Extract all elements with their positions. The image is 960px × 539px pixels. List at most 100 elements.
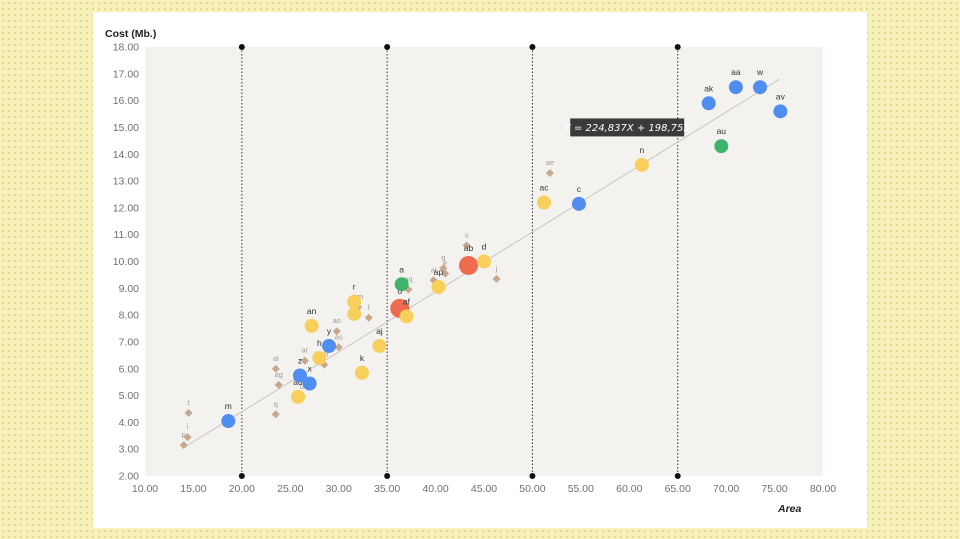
data-point-label: af (403, 296, 411, 306)
data-point-label: c (577, 184, 582, 194)
x-tick-label: 40.00 (422, 483, 448, 495)
data-point-label: y (327, 326, 332, 336)
minor-point-label: g (441, 253, 445, 262)
minor-data-point (300, 356, 309, 365)
minor-point-label: j (495, 264, 498, 273)
minor-point-label: e (443, 259, 447, 268)
minor-data-point (271, 364, 280, 373)
minor-data-point (271, 410, 280, 419)
minor-data-point (184, 408, 193, 417)
minor-point-label: t (188, 398, 191, 407)
x-tick-label: 10.00 (132, 483, 158, 495)
y-tick-label: 17.00 (113, 68, 139, 80)
minor-point-label: l (368, 303, 370, 312)
x-tick-label: 45.00 (471, 483, 497, 495)
data-point (714, 139, 729, 154)
y-axis-title: Cost (Mb.) (105, 28, 156, 40)
minor-point-label: al (273, 354, 279, 363)
reference-line-top-dot (529, 44, 536, 50)
minor-point-label: u (300, 382, 304, 391)
data-point-label: au (717, 126, 727, 136)
data-point-label: ac (540, 183, 550, 193)
minor-point-label: as (335, 332, 343, 341)
x-tick-label: 55.00 (568, 483, 594, 495)
data-point (773, 104, 788, 119)
data-point-label: aa (731, 67, 741, 77)
data-point (728, 80, 743, 95)
data-point (292, 368, 307, 383)
minor-data-point (492, 274, 501, 283)
data-point (291, 389, 306, 404)
data-point (302, 376, 317, 391)
reference-lines (238, 44, 681, 479)
x-tick-label: 50.00 (519, 483, 545, 495)
data-point (372, 338, 387, 353)
data-point-label: h (317, 338, 322, 348)
minor-point-label: q (274, 399, 278, 408)
minor-data-point (364, 313, 373, 322)
y-tick-label: 4.00 (119, 417, 140, 429)
data-point-label: x (308, 363, 313, 373)
data-point (322, 338, 337, 353)
minor-point-label: aq (404, 275, 412, 284)
data-point-label: aj (376, 326, 383, 336)
data-point (537, 195, 552, 210)
axis-ticks: 2.00 3.00 4.00 5.00 6.00 7.00 8.00 9.00 10.00 11.… (113, 42, 837, 496)
data-point (753, 80, 768, 95)
x-tick-label: 35.00 (374, 483, 400, 495)
y-tick-label: 10.00 (113, 256, 139, 268)
minor-point-label: i (187, 422, 189, 431)
y-tick-label: 11.00 (114, 229, 140, 241)
minor-point-label: ag (274, 370, 282, 379)
data-point-label: av (776, 91, 786, 101)
y-tick-label: 15.00 (113, 122, 139, 134)
data-point (221, 414, 236, 429)
y-tick-label: 5.00 (119, 390, 140, 402)
minor-data-point (545, 169, 554, 178)
y-tick-label: 18.00 (113, 42, 139, 54)
minor-data-point (274, 380, 283, 389)
data-point (477, 254, 491, 269)
data-point (634, 157, 649, 172)
minor-point-label: ao (333, 316, 341, 325)
data-point (701, 96, 716, 111)
minor-data-point (332, 327, 341, 336)
reference-line-bottom-dot (529, 473, 536, 479)
minor-point-label: s (465, 230, 469, 239)
data-point-label: n (640, 145, 645, 155)
x-tick-label: 30.00 (326, 483, 352, 495)
trendline-equation: Y = 224,837X + 198,755 (565, 123, 690, 134)
x-tick-label: 75.00 (761, 483, 787, 495)
reference-line-bottom-dot (674, 473, 681, 479)
minor-point-label: p (182, 430, 186, 439)
data-points: madxzhyanfrkajoafaapabdaccnakaawauav (221, 67, 788, 429)
data-point (347, 294, 362, 309)
data-point-label: d (482, 242, 487, 252)
scatter-chart: 2.00 3.00 4.00 5.00 6.00 7.00 8.00 9.00 10.00 11.… (105, 28, 837, 515)
x-tick-label: 15.00 (180, 483, 206, 495)
y-tick-label: 13.00 (113, 176, 139, 188)
minor-point-label: ar (301, 346, 308, 355)
x-tick-label: 60.00 (616, 483, 642, 495)
data-point (312, 351, 327, 366)
x-tick-label: 80.00 (810, 483, 836, 495)
data-point-label: k (360, 353, 365, 363)
minor-data-point (462, 241, 471, 250)
y-tick-label: 12.00 (113, 202, 139, 214)
y-tick-label: 9.00 (119, 283, 140, 295)
data-point-label: a (399, 264, 404, 274)
data-point-label: ab (464, 243, 474, 253)
x-tick-label: 25.00 (277, 483, 303, 495)
minor-data-point (441, 269, 450, 278)
x-axis-title: Area (777, 503, 802, 515)
y-tick-label: 3.00 (119, 444, 140, 456)
data-point (304, 318, 319, 333)
minor-data-point (183, 433, 192, 442)
reference-line-bottom-dot (238, 473, 245, 479)
x-tick-label: 70.00 (713, 483, 739, 495)
data-point (394, 277, 409, 292)
y-tick-label: 7.00 (119, 336, 140, 348)
data-point (571, 196, 586, 211)
data-point (347, 306, 362, 321)
minor-data-point (334, 343, 343, 352)
